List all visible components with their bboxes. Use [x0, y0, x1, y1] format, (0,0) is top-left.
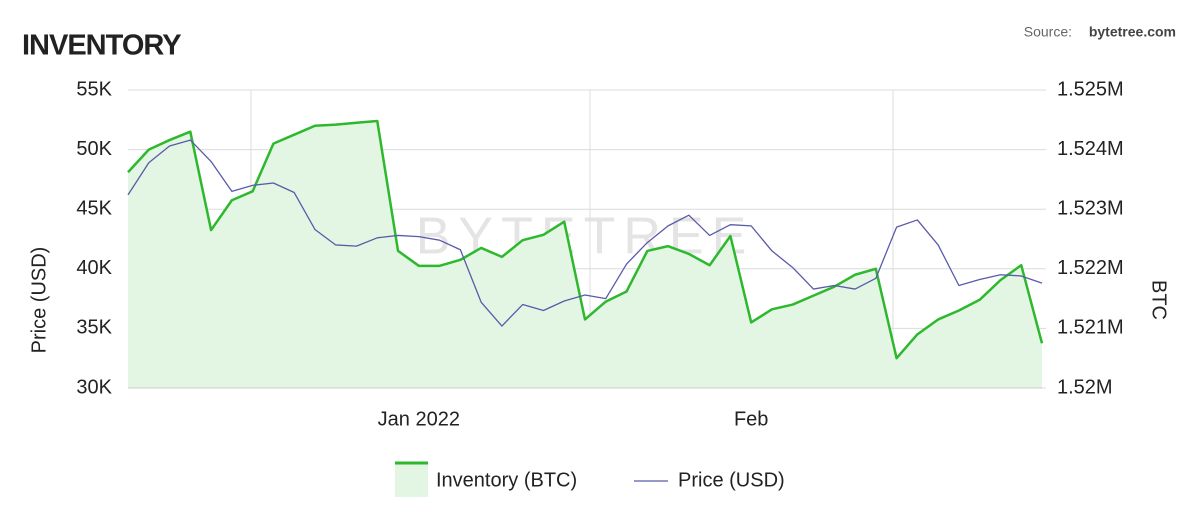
source: bytetree.com — [1089, 24, 1176, 40]
x-tick-label: Feb — [734, 408, 768, 430]
y2-tick-label: 1.525M — [1057, 78, 1124, 100]
line — [127, 119, 1044, 360]
legend-label: Inventory (BTC) — [436, 469, 577, 491]
chart-title: INVENTORY — [22, 30, 181, 62]
y-tick-label: 35K — [76, 317, 112, 339]
y-tick-label: 55K — [76, 78, 112, 100]
line — [127, 139, 1043, 327]
y2-tick-label: 1.523M — [1057, 197, 1124, 219]
x-tick-label: Jan 2022 — [378, 408, 460, 430]
area — [128, 120, 1042, 388]
y2-axis-title: BTC — [1148, 280, 1170, 320]
y-tick-label: 45K — [76, 197, 112, 219]
y2-tick-label: 1.522M — [1057, 257, 1124, 279]
legend-label: Price (USD) — [678, 469, 785, 491]
y-tick-label: 50K — [76, 138, 112, 160]
y2-tick-label: 1.521M — [1057, 317, 1124, 339]
source-label: Source: — [1024, 24, 1072, 40]
y2-tick-label: 1.52M — [1057, 376, 1113, 398]
y-axis-title: Price (USD) — [28, 247, 50, 354]
y-tick-label: 40K — [76, 257, 112, 279]
legend-swatch — [395, 463, 428, 497]
y-tick-label: 30K — [76, 376, 112, 398]
y2-tick-label: 1.524M — [1057, 138, 1124, 160]
